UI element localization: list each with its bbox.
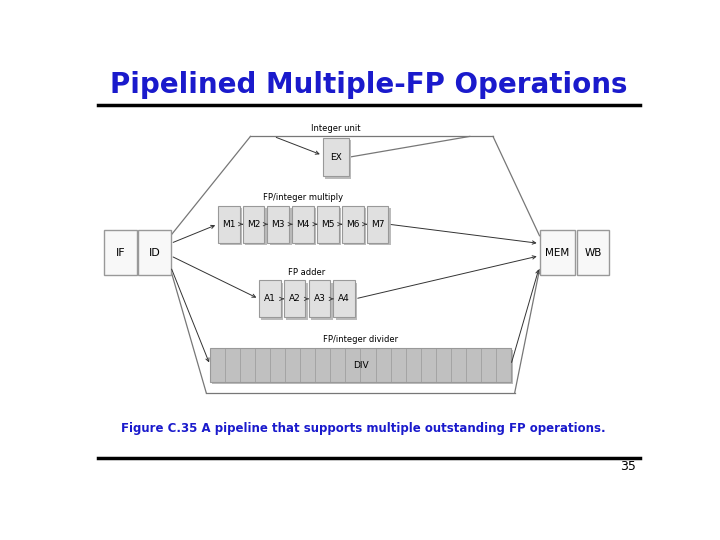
Bar — [333, 280, 355, 318]
Bar — [210, 348, 510, 382]
Bar — [284, 280, 305, 318]
Text: 35: 35 — [621, 460, 636, 473]
Text: A4: A4 — [338, 294, 350, 303]
Text: A1: A1 — [264, 294, 276, 303]
Bar — [577, 231, 609, 275]
Bar — [138, 231, 171, 275]
Bar — [366, 206, 388, 242]
Bar — [220, 208, 242, 245]
Bar — [317, 206, 339, 242]
Bar — [342, 206, 364, 242]
Bar — [325, 140, 351, 179]
Text: FP adder: FP adder — [289, 267, 325, 276]
Bar — [292, 206, 314, 242]
Bar — [212, 350, 513, 384]
Text: FP/integer divider: FP/integer divider — [323, 335, 398, 345]
Text: A2: A2 — [289, 294, 300, 303]
Bar — [286, 283, 307, 320]
Bar — [243, 206, 264, 242]
Bar — [104, 231, 137, 275]
Bar — [294, 208, 316, 245]
Bar — [245, 208, 266, 245]
Text: IF: IF — [115, 248, 125, 258]
Bar — [309, 280, 330, 318]
Text: M1: M1 — [222, 220, 235, 229]
Bar — [320, 208, 341, 245]
Text: MEM: MEM — [545, 248, 570, 258]
Text: M5: M5 — [321, 220, 335, 229]
Bar — [259, 280, 281, 318]
Bar — [267, 206, 289, 242]
Bar — [261, 283, 283, 320]
Text: M2: M2 — [247, 220, 260, 229]
Text: FP/integer multiply: FP/integer multiply — [263, 193, 343, 202]
Text: DIV: DIV — [353, 361, 369, 369]
Bar — [369, 208, 391, 245]
Bar — [539, 231, 575, 275]
Text: M3: M3 — [271, 220, 285, 229]
Text: A3: A3 — [313, 294, 325, 303]
Bar — [323, 138, 349, 177]
Bar — [344, 208, 366, 245]
Text: Pipelined Multiple-FP Operations: Pipelined Multiple-FP Operations — [110, 71, 628, 99]
Bar — [218, 206, 240, 242]
Text: WB: WB — [585, 248, 602, 258]
Bar — [311, 283, 333, 320]
Bar — [270, 208, 292, 245]
Text: Integer unit: Integer unit — [311, 124, 361, 132]
Text: M6: M6 — [346, 220, 359, 229]
Bar — [336, 283, 357, 320]
Text: Figure C.35 A pipeline that supports multiple outstanding FP operations.: Figure C.35 A pipeline that supports mul… — [121, 422, 606, 435]
Text: EX: EX — [330, 153, 341, 161]
Text: ID: ID — [148, 248, 160, 258]
Text: M4: M4 — [297, 220, 310, 229]
Text: M7: M7 — [371, 220, 384, 229]
